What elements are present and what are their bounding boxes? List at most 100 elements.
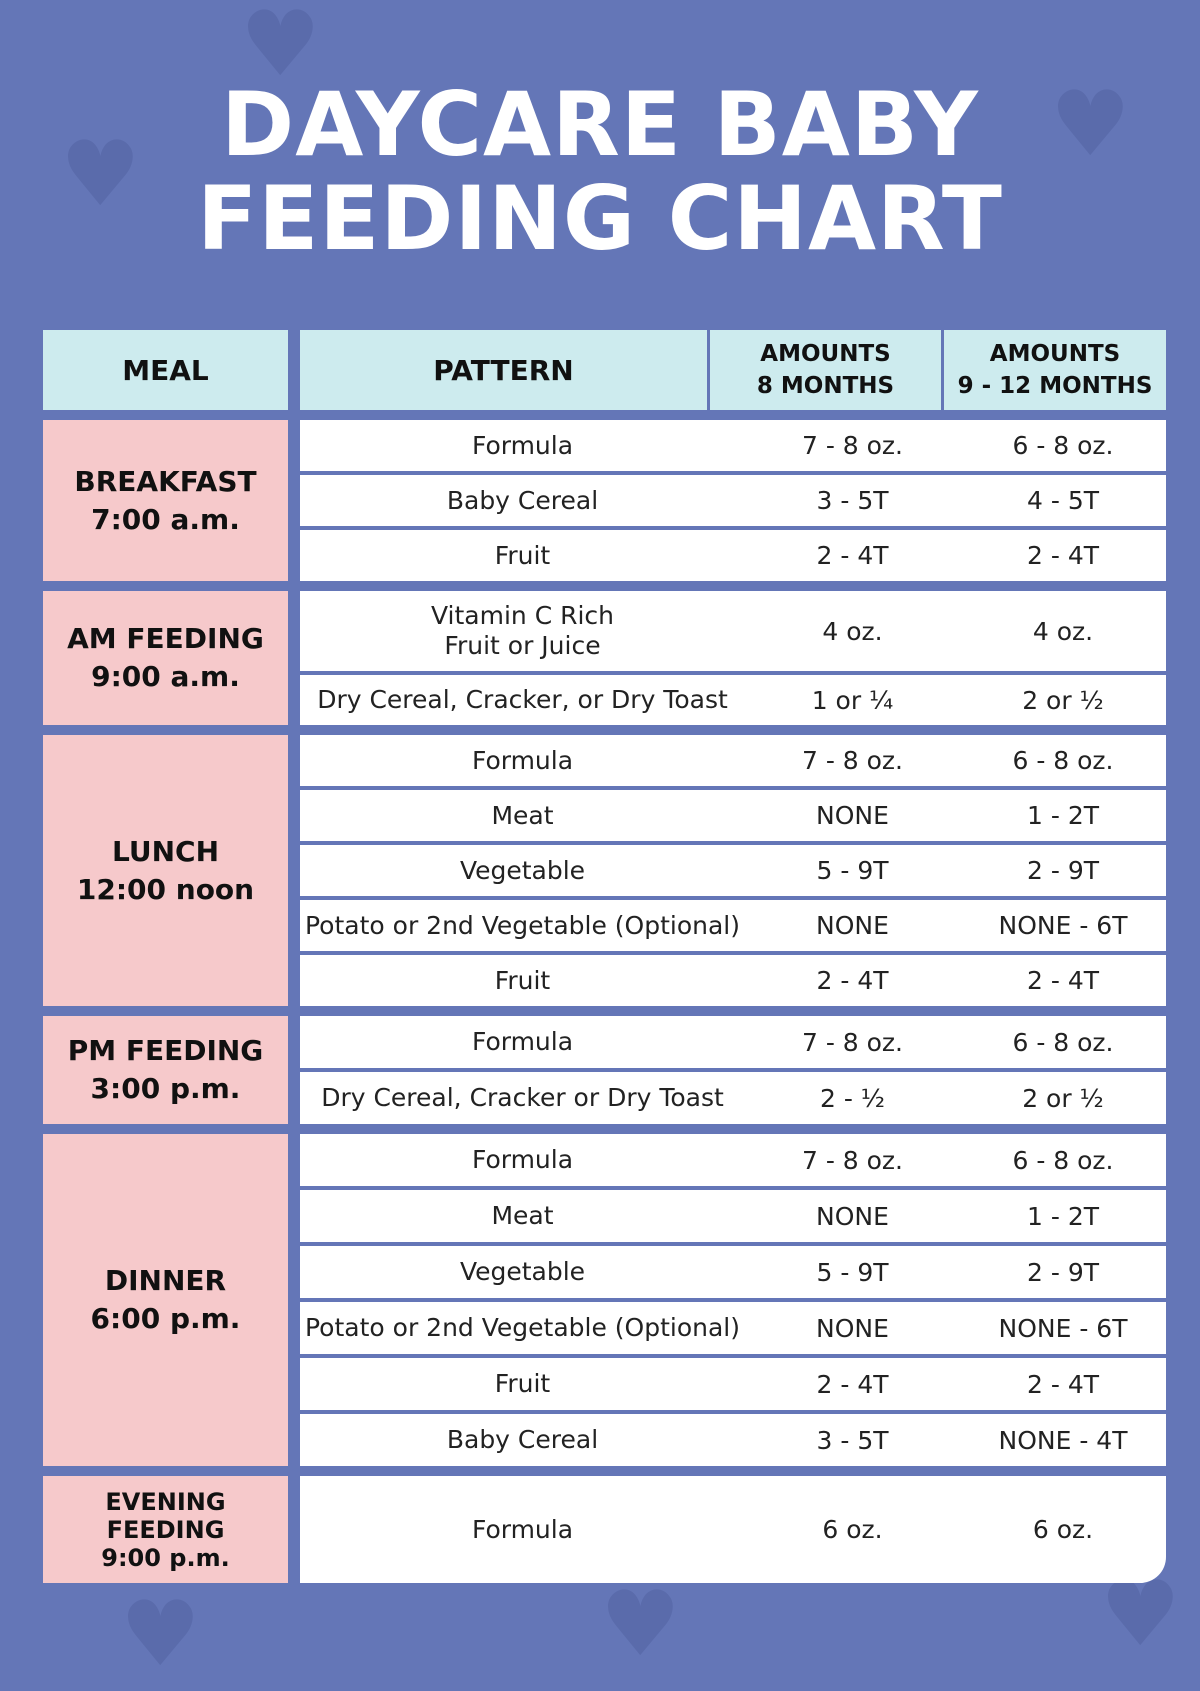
meal-cell: PM FEEDING 3:00 p.m. xyxy=(43,1016,288,1124)
table-row: Formula 7 - 8 oz. 6 - 8 oz. xyxy=(300,420,1166,471)
amount-8-months-cell: 7 - 8 oz. xyxy=(801,746,904,775)
table-row: Potato or 2nd Vegetable (Optional) NONE NO… xyxy=(300,900,1166,951)
amount-9-12-months-cell: 4 - 5T xyxy=(1027,486,1099,515)
table-row: Fruit 2 - 4T 2 - 4T xyxy=(300,1358,1166,1410)
amount-9-12-months-cell: NONE - 4T xyxy=(998,1425,1128,1455)
amount-8-months-cell: 7 - 8 oz. xyxy=(801,1027,904,1057)
pattern-cell: Fruit xyxy=(494,965,551,995)
amount-8-months-cell: 3 - 5T xyxy=(816,1425,889,1455)
table-row: Formula 7 - 8 oz. 6 - 8 oz. xyxy=(300,735,1166,786)
amount-9-12-months-cell: NONE - 6T xyxy=(998,1313,1128,1343)
amount-8-months-cell: 7 - 8 oz. xyxy=(801,1145,904,1175)
amount-9-12-months-cell: 6 - 8 oz. xyxy=(1012,1145,1114,1175)
pattern-cell: Fruit xyxy=(494,1369,551,1398)
amount-9-12-months-cell: 1 - 2T xyxy=(1027,801,1099,830)
meal-group: PM FEEDING 3:00 p.m. Formula 7 - 8 oz. 6 - … xyxy=(43,1016,1166,1124)
table-row: Fruit 2 - 4T 2 - 4T xyxy=(300,955,1166,1006)
meal-group: EVENING FEEDING 9:00 p.m. Formula 6 oz. 6 o… xyxy=(43,1476,1166,1583)
amount-9-12-months-cell: 6 - 8 oz. xyxy=(1012,431,1114,460)
amount-9-12-months-cell: 1 - 2T xyxy=(1027,1201,1099,1231)
header-amounts-9-12-months: AMOUNTS 9 - 12 MONTHS xyxy=(944,330,1166,410)
pattern-cell: Formula xyxy=(471,1027,574,1056)
pattern-cell: Formula xyxy=(471,745,574,775)
amount-9-12-months-cell: NONE - 6T xyxy=(998,911,1128,940)
amount-8-months-cell: 5 - 9T xyxy=(816,1257,889,1287)
amount-8-months-cell: 2 - 4T xyxy=(816,541,889,570)
pattern-cell: Vegetable xyxy=(459,1257,586,1286)
amount-8-months-cell: NONE xyxy=(816,911,889,940)
amount-8-months-cell: 2 - 4T xyxy=(816,966,889,995)
pattern-cell: Potato or 2nd Vegetable (Optional) xyxy=(305,1313,740,1342)
meal-cell: LUNCH 12:00 noon xyxy=(43,735,288,1006)
meal-group: LUNCH 12:00 noon Formula 7 - 8 oz. 6 - 8 oz… xyxy=(43,735,1166,1006)
header-amounts-8-months: AMOUNTS 8 MONTHS xyxy=(710,330,941,410)
meal-cell: DINNER 6:00 p.m. xyxy=(43,1134,288,1466)
meal-cell: BREAKFAST 7:00 a.m. xyxy=(43,420,288,581)
amount-8-months-cell: 5 - 9T xyxy=(816,856,889,885)
table-row: Baby Cereal 3 - 5T NONE - 4T xyxy=(300,1414,1166,1466)
amount-9-12-months-cell: 6 oz. xyxy=(1032,1515,1094,1544)
table-header: MEAL PATTERN AMOUNTS 8 MONTHS AMOUNTS 9 … xyxy=(43,330,1166,410)
table-row: Formula 6 oz. 6 oz. xyxy=(300,1476,1166,1583)
table-row: Vegetable 5 - 9T 2 - 9T xyxy=(300,1246,1166,1298)
amount-9-12-months-cell: 2 - 4T xyxy=(1027,1369,1099,1399)
pattern-cell: Baby Cereal xyxy=(446,485,599,515)
amount-8-months-cell: NONE xyxy=(816,1201,889,1231)
table-row: Vegetable 5 - 9T 2 - 9T xyxy=(300,845,1166,896)
amount-8-months-cell: NONE xyxy=(816,801,889,830)
header-pattern: PATTERN xyxy=(300,330,707,410)
amount-9-12-months-cell: 2 - 4T xyxy=(1027,966,1099,995)
heart-decoration-icon: ♥ xyxy=(1050,72,1131,177)
pattern-cell: Dry Cereal, Cracker, or Dry Toast xyxy=(317,685,728,714)
pattern-cell: Formula xyxy=(471,430,574,460)
pattern-cell: Formula xyxy=(471,1145,574,1174)
table-row: Potato or 2nd Vegetable (Optional) NONE NO… xyxy=(300,1302,1166,1354)
amount-8-months-cell: 7 - 8 oz. xyxy=(801,431,904,460)
table-row: Dry Cereal, Cracker, or Dry Toast 1 or ¼ 2… xyxy=(300,675,1166,725)
table-row: Baby Cereal 3 - 5T 4 - 5T xyxy=(300,475,1166,526)
amount-8-months-cell: 4 oz. xyxy=(822,616,883,646)
amount-9-12-months-cell: 4 oz. xyxy=(1032,616,1094,646)
table-row: Dry Cereal, Cracker or Dry Toast 2 - ½ 2 o… xyxy=(300,1072,1166,1124)
meal-cell: AM FEEDING 9:00 a.m. xyxy=(43,591,288,725)
pattern-cell: Baby Cereal xyxy=(446,1425,599,1454)
table-row: Formula 7 - 8 oz. 6 - 8 oz. xyxy=(300,1134,1166,1186)
pattern-cell: Meat xyxy=(491,1201,554,1230)
pattern-cell: Vitamin C Rich Fruit or Juice xyxy=(430,601,615,660)
amount-8-months-cell: NONE xyxy=(816,1313,889,1343)
amount-9-12-months-cell: 2 - 9T xyxy=(1027,856,1099,885)
header-meal: MEAL xyxy=(43,330,288,410)
pattern-cell: Meat xyxy=(491,800,554,830)
meal-group: AM FEEDING 9:00 a.m. Vitamin C Rich Fruit… xyxy=(43,591,1166,725)
pattern-cell: Dry Cereal, Cracker or Dry Toast xyxy=(321,1083,724,1112)
meal-group: BREAKFAST 7:00 a.m. Formula 7 - 8 oz. 6 - 8… xyxy=(43,420,1166,581)
pattern-cell: Vegetable xyxy=(459,855,586,885)
amount-8-months-cell: 2 - ½ xyxy=(819,1083,886,1113)
table-row: Vitamin C Rich Fruit or Juice 4 oz. 4 oz. xyxy=(300,591,1166,671)
amount-8-months-cell: 3 - 5T xyxy=(816,486,889,515)
page-title: DAYCARE BABY FEEDING CHART xyxy=(197,73,1003,270)
table-row: Formula 7 - 8 oz. 6 - 8 oz. xyxy=(300,1016,1166,1068)
heart-decoration-icon: ♥ xyxy=(600,1572,681,1677)
heart-decoration-icon: ♥ xyxy=(120,1582,201,1687)
feeding-table: MEAL PATTERN AMOUNTS 8 MONTHS AMOUNTS 9 … xyxy=(43,330,1166,1583)
amount-9-12-months-cell: 6 - 8 oz. xyxy=(1012,746,1114,775)
pattern-cell: Fruit xyxy=(494,540,551,570)
amount-9-12-months-cell: 6 - 8 oz. xyxy=(1012,1027,1114,1057)
amount-9-12-months-cell: 2 - 9T xyxy=(1027,1257,1099,1287)
amount-9-12-months-cell: 2 or ½ xyxy=(1022,1083,1104,1113)
meal-cell: EVENING FEEDING 9:00 p.m. xyxy=(43,1476,288,1583)
amount-8-months-cell: 1 or ¼ xyxy=(811,685,894,715)
amount-9-12-months-cell: 2 or ½ xyxy=(1022,685,1104,715)
table-row: Meat NONE 1 - 2T xyxy=(300,790,1166,841)
pattern-cell: Formula xyxy=(471,1514,574,1544)
table-row: Meat NONE 1 - 2T xyxy=(300,1190,1166,1242)
pattern-cell: Potato or 2nd Vegetable (Optional) xyxy=(305,910,740,940)
heart-decoration-icon: ♥ xyxy=(60,122,141,227)
amount-8-months-cell: 6 oz. xyxy=(822,1515,883,1544)
amount-9-12-months-cell: 2 - 4T xyxy=(1027,541,1099,570)
table-row: Fruit 2 - 4T 2 - 4T xyxy=(300,530,1166,581)
amount-8-months-cell: 2 - 4T xyxy=(816,1369,889,1399)
heart-decoration-icon: ♥ xyxy=(240,0,321,97)
meal-group: DINNER 6:00 p.m. Formula 7 - 8 oz. 6 - 8 oz… xyxy=(43,1134,1166,1466)
